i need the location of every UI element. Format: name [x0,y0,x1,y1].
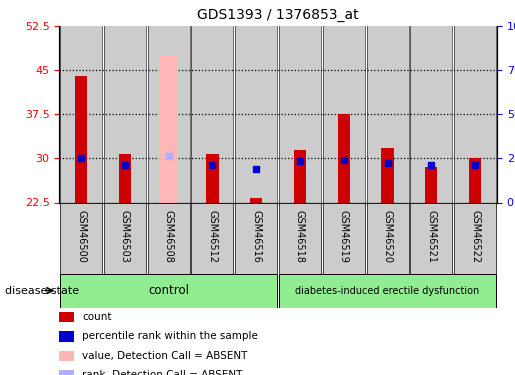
Bar [207,154,218,203]
Bar [382,148,393,202]
Bar [279,274,496,308]
Text: GSM46518: GSM46518 [295,210,305,262]
Bar [323,202,365,274]
Bar [235,26,277,202]
Text: control: control [148,284,189,297]
Bar [60,274,277,308]
Bar [192,26,233,202]
Bar [104,202,146,274]
Text: diabetes-induced erectile dysfunction: diabetes-induced erectile dysfunction [296,286,479,296]
Bar [469,158,481,203]
Bar [119,154,131,203]
Text: GSM46516: GSM46516 [251,210,261,262]
Text: count: count [82,312,112,322]
Text: GSM46522: GSM46522 [470,210,480,263]
Bar [410,202,452,274]
Title: GDS1393 / 1376853_at: GDS1393 / 1376853_at [197,9,359,22]
Text: percentile rank within the sample: percentile rank within the sample [82,332,259,341]
Bar [367,26,408,202]
Bar [294,150,306,202]
Bar [160,56,178,202]
Bar [60,202,102,274]
Text: rank, Detection Call = ABSENT: rank, Detection Call = ABSENT [82,370,243,375]
Bar [279,202,321,274]
Bar [75,76,87,202]
Text: value, Detection Call = ABSENT: value, Detection Call = ABSENT [82,351,248,361]
Bar [60,26,102,202]
Bar [104,26,146,202]
Text: GSM46520: GSM46520 [383,210,392,262]
Text: GSM46512: GSM46512 [208,210,217,262]
Bar [148,26,190,202]
Bar [148,202,190,274]
Bar [279,26,321,202]
Bar [192,202,233,274]
Bar [235,202,277,274]
Text: disease state: disease state [5,286,79,296]
Bar [250,198,262,202]
Bar [454,202,496,274]
Text: GSM46508: GSM46508 [164,210,174,262]
Bar [410,26,452,202]
Text: GSM46500: GSM46500 [76,210,86,262]
Bar [338,114,350,202]
Bar [367,202,408,274]
Bar [425,167,437,202]
Bar [454,26,496,202]
Text: GSM46503: GSM46503 [120,210,130,262]
Text: GSM46519: GSM46519 [339,210,349,262]
Bar [323,26,365,202]
Text: GSM46521: GSM46521 [426,210,436,262]
